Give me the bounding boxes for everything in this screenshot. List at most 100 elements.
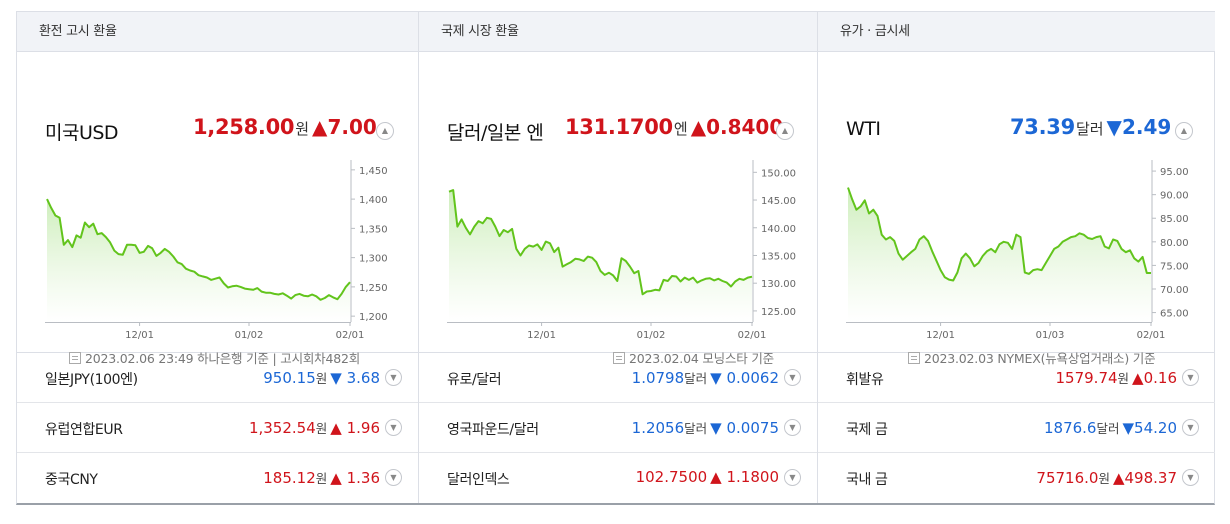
row-change-value: 0.0075: [726, 419, 780, 437]
panel-main[interactable]: WTI 73.39달러 ▼2.49 ▲ 95.00 90.00 85.00 80.00 7…: [818, 52, 1215, 366]
down-arrow-icon: ▼: [710, 419, 722, 437]
down-arrow-icon: ▼: [710, 369, 722, 387]
document-icon: [69, 352, 81, 364]
main-price: 131.1700: [565, 115, 673, 139]
expand-chevron-down-icon[interactable]: ▼: [1182, 369, 1199, 386]
main-change-value: 0.8400: [706, 115, 784, 139]
panel-title: 유가 · 금시세: [818, 11, 1215, 52]
row-name[interactable]: 중국CNY: [45, 472, 98, 488]
row-quote: 102.7500 ▲ 1.1800: [636, 468, 779, 486]
y-tick-label: 65.00: [1160, 309, 1189, 320]
row-change: ▲498.37: [1113, 469, 1177, 487]
row-change-value: 1.36: [346, 469, 380, 487]
collapse-chevron-up-icon[interactable]: ▲: [776, 122, 794, 140]
up-arrow-icon: ▲: [330, 419, 342, 437]
y-tick-label: 145.00: [761, 196, 796, 207]
list-item[interactable]: 유럽연합EUR 1,352.54원 ▲ 1.96 ▼: [17, 403, 418, 453]
list-item[interactable]: 달러인덱스 102.7500 ▲ 1.1800 ▼: [419, 453, 817, 503]
main-currency-name[interactable]: 달러/일본 엔: [447, 122, 544, 144]
y-tick-label: 85.00: [1160, 214, 1189, 225]
list-item[interactable]: 국내 금 75716.0원 ▲498.37 ▼: [818, 453, 1215, 503]
row-unit: 원: [315, 371, 328, 386]
row-name[interactable]: 국제 금: [846, 422, 888, 438]
collapse-chevron-up-icon[interactable]: ▲: [376, 122, 394, 140]
y-tick-label: 1,450: [359, 166, 388, 177]
list-item[interactable]: 국제 금 1876.6달러 ▼54.20 ▼: [818, 403, 1215, 453]
expand-chevron-down-icon[interactable]: ▼: [784, 369, 801, 386]
panel-main[interactable]: 달러/일본 엔 131.1700엔 ▲0.8400 ▲ 150.00 145.00 1…: [419, 52, 817, 366]
main-currency-name[interactable]: 미국USD: [45, 122, 119, 144]
series-line: [448, 189, 753, 296]
y-tick-label: 130.00: [761, 279, 796, 290]
panel-title: 환전 고시 환율: [17, 11, 418, 52]
main-change-value: 2.49: [1121, 115, 1172, 139]
main-price: 73.39: [1010, 115, 1075, 139]
row-unit: 원: [315, 471, 328, 486]
row-name[interactable]: 유럽연합EUR: [45, 422, 123, 438]
usdjpy-line-chart: 150.00 145.00 140.00 135.00 130.00 125.00 12/0…: [447, 160, 796, 341]
x-tick-label: 02/01: [336, 330, 365, 341]
down-arrow-icon: ▼: [1106, 115, 1122, 139]
row-name[interactable]: 유로/달러: [447, 372, 502, 388]
source-footer: 2023.02.06 23:49 하나은행 기준 | 고시회차482회: [69, 348, 360, 367]
row-unit: 달러: [684, 371, 708, 386]
document-icon: [613, 352, 625, 364]
row-quote: 1876.6달러 ▼54.20: [1044, 418, 1177, 437]
list-item[interactable]: 일본JPY(100엔) 950.15원 ▼ 3.68 ▼: [17, 353, 418, 403]
up-arrow-icon: ▲: [710, 468, 722, 486]
x-tick-label: 01/02: [235, 330, 264, 341]
y-tick-label: 70.00: [1160, 285, 1189, 296]
panel-international-market: 국제 시장 환율 달러/일본 엔 131.1700엔 ▲0.8400 ▲ 150.…: [418, 11, 817, 503]
expand-chevron-down-icon[interactable]: ▼: [784, 419, 801, 436]
row-unit: 원: [315, 421, 328, 436]
row-change: ▼ 0.0062: [710, 369, 779, 387]
x-tick-label: 02/01: [738, 330, 767, 341]
row-change: ▲ 1.96: [330, 419, 380, 437]
series-line: [847, 187, 1151, 282]
row-name[interactable]: 영국파운드/달러: [447, 422, 539, 438]
main-unit: 원: [295, 120, 310, 138]
up-arrow-icon: ▲: [1112, 469, 1125, 487]
list-item[interactable]: 영국파운드/달러 1.2056달러 ▼ 0.0075 ▼: [419, 403, 817, 453]
list-item[interactable]: 휘발유 1579.74원 ▲0.16 ▼: [818, 353, 1215, 403]
source-footer: 2023.02.04 모닝스타 기준: [613, 348, 774, 367]
row-change-value: 1.96: [346, 419, 380, 437]
row-name[interactable]: 달러인덱스: [447, 472, 510, 488]
exchange-widget: 환전 고시 환율 미국USD 1,258.00원 ▲7.00 ▲ 1,450 1,4…: [16, 11, 1215, 505]
row-price: 185.12: [263, 469, 316, 487]
expand-chevron-down-icon[interactable]: ▼: [1182, 469, 1199, 486]
x-tick-label: 01/02: [637, 330, 666, 341]
row-unit: 원: [1098, 471, 1110, 486]
y-tick-label: 95.00: [1160, 167, 1189, 178]
up-arrow-icon: ▲: [330, 469, 342, 487]
source-footer: 2023.02.03 NYMEX(뉴욕상업거래소) 기준: [908, 348, 1156, 367]
expand-chevron-down-icon[interactable]: ▼: [385, 469, 402, 486]
document-icon: [908, 352, 920, 364]
y-tick-label: 1,350: [359, 224, 388, 235]
wti-line-chart: 95.00 90.00 85.00 80.00 75.00 70.00 65.00 12/01…: [846, 160, 1189, 341]
series-area: [449, 190, 752, 322]
row-change-value: 54.20: [1134, 419, 1177, 437]
expand-chevron-down-icon[interactable]: ▼: [385, 369, 402, 386]
x-tick-label: 01/03: [1036, 330, 1065, 341]
row-name[interactable]: 국내 금: [846, 472, 888, 488]
y-tick-label: 150.00: [761, 168, 796, 179]
list-item[interactable]: 중국CNY 185.12원 ▲ 1.36 ▼: [17, 453, 418, 503]
expand-chevron-down-icon[interactable]: ▼: [784, 469, 801, 486]
collapse-chevron-up-icon[interactable]: ▲: [1175, 122, 1193, 140]
main-commodity-name[interactable]: WTI: [846, 118, 881, 140]
x-tick-label: 12/01: [926, 330, 955, 341]
down-arrow-icon: ▼: [330, 369, 342, 387]
panel-main[interactable]: 미국USD 1,258.00원 ▲7.00 ▲ 1,450 1,400 1,350 1,…: [17, 52, 418, 366]
row-price: 1579.74: [1055, 369, 1118, 387]
list-item[interactable]: 유로/달러 1.0798달러 ▼ 0.0062 ▼: [419, 353, 817, 403]
expand-chevron-down-icon[interactable]: ▼: [385, 419, 402, 436]
row-quote: 950.15원 ▼ 3.68: [263, 368, 380, 387]
row-change-value: 0.0062: [726, 369, 780, 387]
row-name[interactable]: 휘발유: [846, 372, 884, 388]
row-change: ▼ 0.0075: [710, 419, 779, 437]
y-tick-label: 1,200: [359, 312, 388, 323]
expand-chevron-down-icon[interactable]: ▼: [1182, 419, 1199, 436]
main-quote: 131.1700엔 ▲0.8400: [565, 115, 783, 139]
row-name[interactable]: 일본JPY(100엔): [45, 372, 138, 388]
